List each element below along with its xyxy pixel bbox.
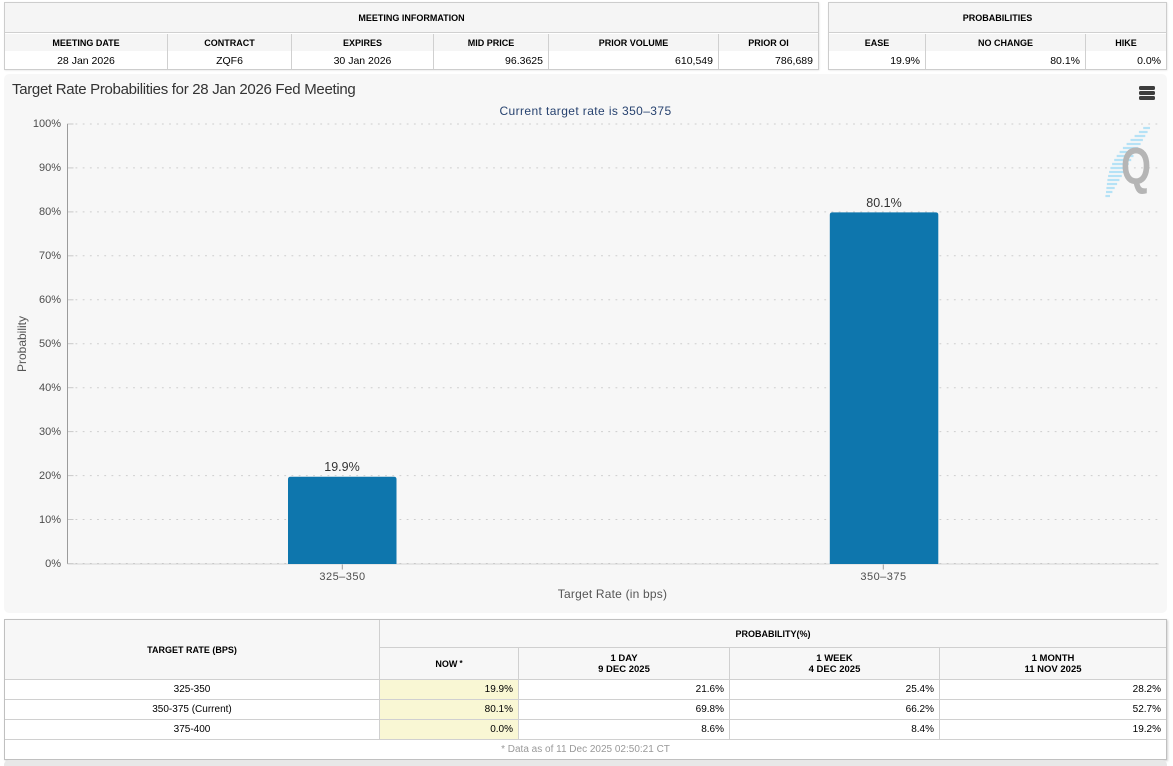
svg-text:Q: Q	[1121, 138, 1151, 196]
